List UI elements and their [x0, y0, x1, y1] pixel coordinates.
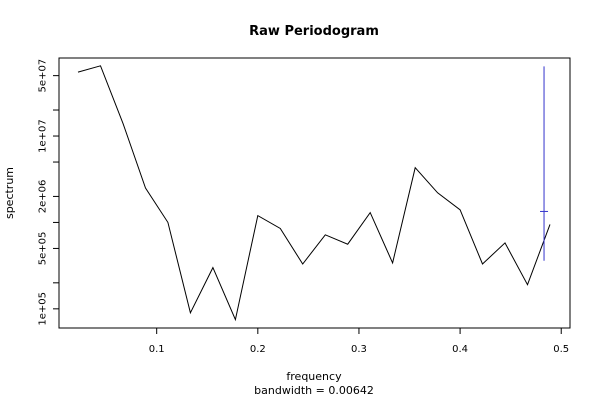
y-tick-label: 5e+07: [38, 59, 49, 93]
y-tick-label: 5e+05: [38, 232, 49, 266]
x-tick-label: 0.3: [351, 344, 367, 355]
y-axis: 1e+05 5e+05 2e+06 1e+07 5e+07: [38, 59, 59, 326]
y-tick-label: 1e+07: [38, 119, 49, 153]
x-axis-label: frequency: [286, 370, 342, 383]
y-tick-label: 1e+05: [38, 292, 49, 326]
confidence-interval: [540, 66, 549, 261]
x-tick-label: 0.5: [553, 344, 569, 355]
x-tick-label: 0.2: [250, 344, 266, 355]
y-tick-label: 2e+06: [38, 180, 49, 214]
series-layer: [77, 65, 551, 322]
plot-frame: [58, 57, 571, 329]
x-tick-label: 0.1: [149, 344, 165, 355]
series-line: [77, 65, 551, 322]
x-tick-label: 0.4: [452, 344, 468, 355]
bandwidth-footnote: bandwidth = 0.00642: [254, 384, 374, 397]
y-axis-label: spectrum: [3, 167, 16, 219]
chart-title: Raw Periodogram: [249, 24, 379, 39]
x-axis: 0.1 0.2 0.3 0.4 0.5: [149, 328, 569, 355]
